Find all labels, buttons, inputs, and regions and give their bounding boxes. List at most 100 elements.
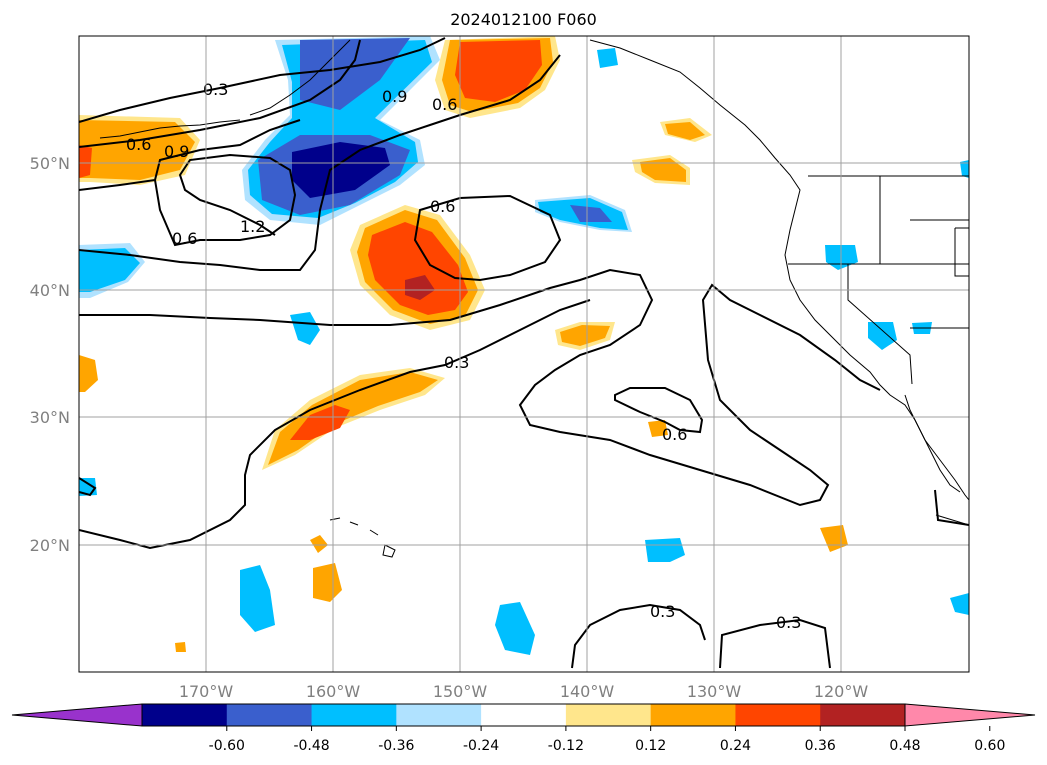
lon-label-140w: 140°W (560, 682, 615, 701)
colorbar-segment (820, 704, 906, 726)
contour-layer (79, 37, 969, 669)
lat-label-50n: 50°N (30, 154, 70, 173)
positive-anomaly-region (175, 642, 186, 652)
colorbar-tick-label: -0.36 (378, 738, 414, 754)
colorbar-tick-label: -0.48 (293, 738, 329, 754)
positive-anomaly-region (648, 420, 668, 437)
contour-line (79, 477, 97, 497)
contour-line (79, 54, 561, 271)
state-border (847, 264, 913, 385)
contour-label: 0.6 (126, 135, 151, 154)
graticule (79, 36, 969, 672)
positive-anomaly-region (268, 372, 438, 465)
map-frame (78, 35, 970, 673)
colorbar-extend-high (904, 703, 1036, 727)
colorbar-segment (226, 704, 313, 726)
positive-anomaly-region (290, 405, 350, 440)
positive-anomaly-region (640, 158, 686, 182)
colorbar-extend-low (11, 703, 143, 727)
colorbar-tick-label: 0.60 (974, 738, 1005, 754)
lon-label-150w: 150°W (433, 682, 488, 701)
contour-line (79, 299, 591, 550)
positive-anomaly-region (405, 275, 435, 300)
contour-label: 0.6 (662, 425, 687, 444)
negative-anomaly-region (570, 205, 612, 222)
positive-anomaly-region (313, 563, 342, 602)
colorbar-segment (142, 704, 228, 726)
colorbar-segment (735, 704, 821, 726)
positive-anomaly-region (79, 355, 98, 392)
negative-anomaly-region (495, 602, 535, 655)
lat-label-30n: 30°N (30, 408, 70, 427)
negative-anomaly-region (290, 312, 320, 345)
contour-label: 0.6 (430, 197, 455, 216)
contour-line (154, 153, 297, 247)
island-chain (99, 119, 241, 139)
colorbar-tick-label: -0.12 (548, 738, 584, 754)
contour-line (79, 39, 361, 148)
map-title: 2024012100 F060 (450, 10, 597, 29)
negative-anomaly-region (645, 538, 685, 562)
state-border (954, 227, 969, 277)
contour-line (413, 194, 562, 282)
contour-line (571, 603, 706, 669)
lat-label-20n: 20°N (30, 536, 70, 555)
contour-label: 0.6 (172, 229, 197, 248)
contour-label: 0.9 (164, 142, 189, 161)
contour-line (719, 618, 831, 669)
lat-label-40n: 40°N (30, 281, 70, 300)
contour-label: 0.3 (444, 353, 469, 372)
negative-anomaly-region (240, 565, 275, 632)
hawaii-islands (329, 517, 396, 558)
colorbar-tick-label: -0.60 (209, 738, 245, 754)
positive-anomaly-region (310, 535, 328, 553)
contour-label: 1.2 (240, 217, 265, 236)
colorbar-tick-label: 0.48 (889, 738, 920, 754)
colorbar-segment (311, 704, 397, 726)
colorbar-segment (565, 704, 652, 726)
coastline-layer (99, 39, 969, 558)
negative-anomaly-region (960, 160, 969, 178)
anomaly-fill-layer (79, 36, 969, 655)
colorbar-tick-label: 0.12 (635, 738, 666, 754)
contour-label: 0.3 (650, 602, 675, 621)
map-plot-area: 0.3 0.6 0.9 0.6 0.9 0.6 1.2 0.6 0.3 0.6 … (79, 36, 969, 672)
negative-anomaly-region (597, 48, 618, 68)
colorbar-tick-label: 0.36 (805, 738, 836, 754)
lon-label-120w: 120°W (814, 682, 869, 701)
contour-line (79, 268, 881, 507)
colorbar-segment (396, 704, 482, 726)
longitude-labels: 170°W 160°W 150°W 140°W 130°W 120°W (179, 682, 869, 701)
contour-label: 0.3 (776, 613, 801, 632)
contour-label: 0.6 (432, 95, 457, 114)
positive-anomaly-region (368, 222, 468, 315)
contour-label: 0.9 (382, 87, 407, 106)
positive-anomaly-region (665, 122, 705, 140)
lon-label-130w: 130°W (687, 682, 742, 701)
contour-line (79, 119, 301, 191)
positive-anomaly-region (560, 325, 610, 346)
colorbar-segment (481, 704, 567, 726)
colorbar-tick-label: 0.24 (720, 738, 751, 754)
negative-anomaly-region (868, 322, 897, 350)
contour-line (79, 37, 446, 123)
contour-label: 0.3 (203, 80, 228, 99)
positive-anomaly-region (455, 40, 542, 102)
contour-line (934, 489, 969, 526)
contour-labels: 0.3 0.6 0.9 0.6 0.9 0.6 1.2 0.6 0.3 0.6 … (126, 80, 801, 632)
colorbar: -0.60 -0.48 -0.36 -0.24 -0.12 0.12 0.24 0.36 0.4… (11, 703, 1036, 754)
map-background (79, 36, 969, 672)
colorbar-tick-label: -0.24 (463, 738, 499, 754)
negative-anomaly-region (292, 142, 390, 198)
negative-anomaly-region (950, 593, 969, 615)
contour-line (614, 387, 704, 434)
lon-label-170w: 170°W (179, 682, 234, 701)
lon-label-160w: 160°W (306, 682, 361, 701)
negative-anomaly-region (79, 248, 140, 292)
latitude-labels: 50°N 40°N 30°N 20°N (30, 154, 70, 555)
baja-coastline (904, 394, 961, 493)
colorbar-segment (650, 704, 736, 726)
positive-anomaly-region (79, 145, 92, 178)
colorbar-frame (141, 703, 906, 727)
